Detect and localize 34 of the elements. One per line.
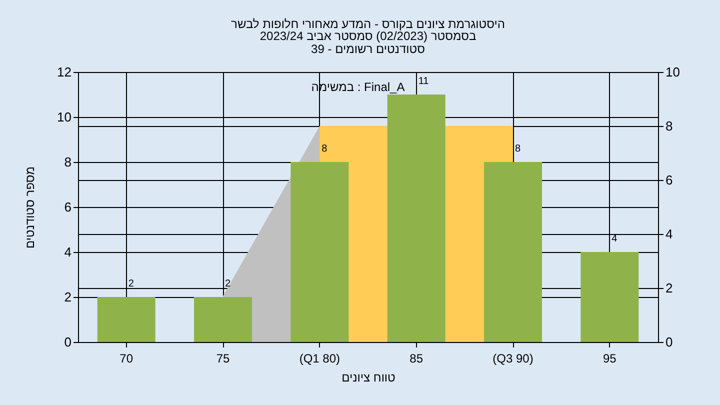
data-label: 2	[225, 278, 231, 290]
bar	[97, 297, 156, 342]
y2-tick-label: 6	[666, 172, 673, 188]
x-axis-title: טווח ציונים	[342, 370, 396, 384]
x-tick-label: 85	[410, 352, 424, 366]
y-axis-title: מספר סטודנטים	[23, 166, 38, 249]
y-tick-label: 12	[57, 64, 72, 80]
y-tick-label: 8	[64, 154, 72, 170]
bar	[484, 162, 542, 342]
x-tick-label: (Q1 80)	[299, 352, 340, 366]
x-tick-label: (Q3 90)	[492, 352, 534, 366]
y-tick-label: 4	[64, 244, 72, 260]
y-tick-label: 0	[64, 334, 72, 350]
data-label: 8	[515, 144, 521, 154]
data-label: 2	[128, 278, 134, 290]
data-label: 8	[322, 144, 328, 154]
chart-title: היסטוגרמת ציונים בקורס - המדע מאחורי חלופות לבשר	[231, 17, 505, 31]
y-tick-label: 6	[64, 200, 72, 214]
y2-tick-label: 4	[666, 226, 673, 242]
y2-tick-label: 8	[666, 118, 673, 134]
y2-tick-label: 10	[666, 64, 680, 80]
x-tick-label: 75	[216, 352, 230, 366]
chart-subtitle: בסמסטר (02/2023) סמסטר אביב 2023/24 סטודנטים רשומים - 39	[260, 29, 476, 56]
data-label: 11	[418, 76, 430, 87]
bar	[580, 252, 639, 342]
x-tick-label: 70	[120, 352, 134, 366]
y2-tick-label: 2	[666, 280, 673, 296]
y-tick-label: 2	[64, 290, 72, 304]
x-tick-label: 95	[602, 352, 617, 366]
data-label: 4	[612, 234, 618, 244]
y2-tick-label: 0	[666, 334, 673, 350]
bar	[387, 94, 446, 342]
bar	[194, 297, 252, 342]
y-tick-label: 10	[57, 110, 72, 124]
